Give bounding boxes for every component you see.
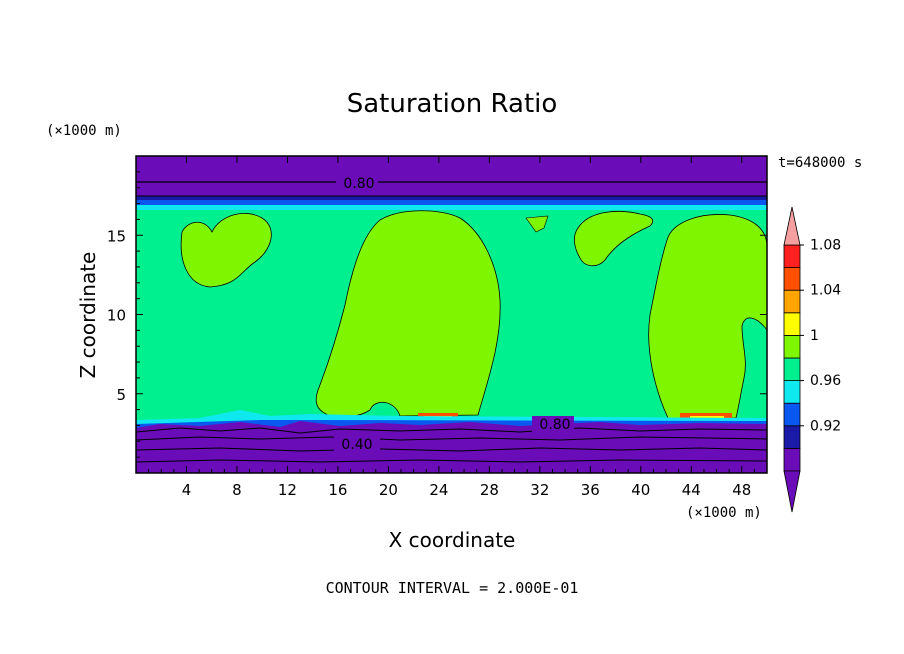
colorbar: 0.92 0.96 1 1.04 1.08 bbox=[783, 206, 841, 513]
colorbar-swatch bbox=[783, 267, 801, 291]
x-tick-label: 8 bbox=[232, 481, 242, 499]
y-tick-label: 10 bbox=[107, 307, 126, 325]
region-upper-blue bbox=[136, 199, 767, 205]
contour-label: 0.40 bbox=[341, 437, 372, 453]
contour-label: 0.80 bbox=[343, 176, 374, 192]
region-upper-dark-blue bbox=[136, 195, 767, 200]
x-axis-label: X coordinate bbox=[389, 528, 516, 552]
colorbar-swatch bbox=[783, 357, 801, 382]
colorbar-swatch bbox=[783, 289, 801, 314]
region-upper-cyan bbox=[136, 204, 767, 210]
colorbar-swatch bbox=[783, 244, 801, 269]
x-tick-label: 16 bbox=[328, 481, 347, 499]
time-label: t=648000 s bbox=[778, 155, 862, 171]
contour-interval-footer: CONTOUR INTERVAL = 2.000E-01 bbox=[326, 579, 579, 597]
colorbar-tick-label: 1.08 bbox=[810, 238, 841, 254]
colorbar-swatch bbox=[783, 447, 801, 472]
x-tick-label: 36 bbox=[581, 481, 600, 499]
x-tick-label: 48 bbox=[732, 481, 751, 499]
region-upper-purple bbox=[136, 156, 767, 196]
x-tick-label: 12 bbox=[278, 481, 297, 499]
x-units-label: (×1000 m) bbox=[686, 505, 762, 521]
region-column-2 bbox=[648, 214, 767, 419]
colorbar-top-arrow bbox=[783, 206, 801, 246]
x-tick-label: 24 bbox=[429, 481, 448, 499]
region-small-cloud-left bbox=[180, 213, 272, 288]
colorbar-swatch bbox=[783, 380, 801, 404]
x-tick-label: 32 bbox=[530, 481, 549, 499]
chart-title: Saturation Ratio bbox=[347, 89, 558, 119]
colorbar-tick-label: 1.04 bbox=[810, 283, 841, 299]
x-axis: 4 8 12 16 20 24 28 32 36 40 44 48 bbox=[148, 156, 755, 499]
contour-line-lower-2 bbox=[136, 436, 767, 441]
contour-label: 0.80 bbox=[539, 417, 570, 433]
colorbar-swatch bbox=[783, 402, 801, 427]
colorbar-tick-label: 1 bbox=[810, 328, 819, 344]
colorbar-bottom-arrow bbox=[783, 470, 801, 513]
x-tick-label: 44 bbox=[682, 481, 701, 499]
colorbar-tick-label: 0.92 bbox=[810, 418, 841, 434]
contour-line-lower-3 bbox=[136, 447, 767, 452]
x-tick-label: 28 bbox=[480, 481, 499, 499]
y-units-label: (×1000 m) bbox=[46, 123, 122, 139]
x-tick-label: 4 bbox=[182, 481, 192, 499]
contour-line-lower-1 bbox=[136, 427, 767, 434]
region-cap-right bbox=[574, 211, 654, 267]
plot-area bbox=[136, 156, 767, 473]
colorbar-tick-label: 0.96 bbox=[810, 373, 841, 389]
colorbar-swatch bbox=[783, 334, 801, 359]
y-tick-label: 5 bbox=[116, 386, 126, 404]
y-tick-label: 15 bbox=[107, 227, 126, 245]
colorbar-swatch bbox=[783, 312, 801, 336]
region-tiny-cell bbox=[525, 215, 549, 233]
x-tick-label: 40 bbox=[631, 481, 650, 499]
contour-line-lower-4 bbox=[136, 459, 767, 463]
y-axis: 5 10 15 bbox=[107, 171, 767, 458]
colorbar-swatch bbox=[783, 425, 801, 449]
x-tick-label: 20 bbox=[379, 481, 398, 499]
y-axis-label: Z coordinate bbox=[76, 252, 100, 379]
